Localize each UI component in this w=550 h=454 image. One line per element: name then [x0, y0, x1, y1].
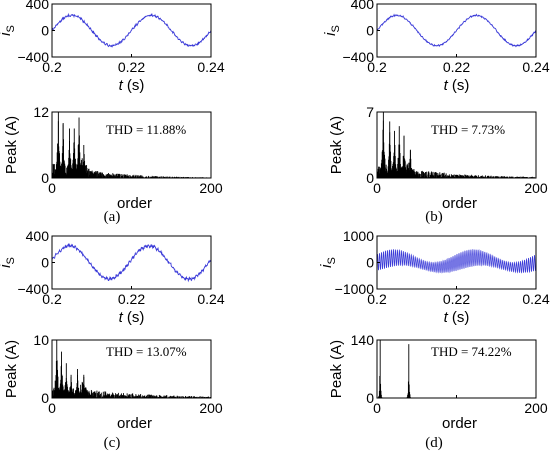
current-waveform-line — [376, 13, 537, 48]
x-tick-label: 200 — [199, 400, 223, 416]
y-tick-label: 0 — [41, 170, 49, 186]
y-tick-label: 0 — [41, 390, 49, 406]
current-waveform-line — [51, 242, 212, 283]
thd-annotation: THD = 74.22% — [431, 344, 512, 359]
y-tick-label: −400 — [17, 49, 49, 65]
y-tick-label: −1000 — [335, 281, 375, 297]
y-axis-label: iS — [0, 25, 17, 36]
x-tick-label: 0.22 — [118, 59, 145, 75]
x-tick-label: 0 — [48, 400, 56, 416]
x-tick-label: 200 — [524, 180, 548, 196]
y-axis-label: iS — [318, 257, 338, 268]
x-axis-label-unit: (s) — [448, 309, 470, 326]
harmonic-bars — [377, 112, 537, 178]
time-plot-panel-c: 0.2 0.22 0.24 400 0 −400 t (s) iS — [0, 228, 225, 326]
y-axis-label: Peak (A) — [3, 116, 20, 174]
x-axis-label: order — [117, 195, 152, 212]
x-tick-label: 0.24 — [522, 291, 549, 307]
x-tick-label: 0.24 — [522, 59, 549, 75]
panel-caption: (b) — [425, 209, 443, 225]
panel-caption: (c) — [104, 435, 121, 451]
spectrum-panel-b: 0 200 7 0 order Peak (A) THD = 7.73% — [328, 104, 548, 212]
y-tick-label: 10 — [33, 332, 49, 348]
y-tick-label: 0 — [366, 390, 374, 406]
y-axis-label-sub: S — [5, 25, 17, 32]
y-axis-label: Peak (A) — [328, 116, 345, 174]
x-axis-label-var: t — [444, 309, 449, 326]
y-tick-label: 1000 — [343, 228, 374, 244]
x-tick-label: 0 — [373, 180, 381, 196]
y-tick-label: 0 — [366, 255, 374, 271]
plot-frame — [51, 339, 212, 399]
x-tick-label: 200 — [524, 400, 548, 416]
panel-caption: (a) — [104, 209, 121, 225]
x-tick-label: 0.22 — [443, 291, 470, 307]
current-waveform-line — [51, 12, 212, 48]
y-tick-label: 7 — [366, 104, 374, 120]
x-tick-label: 0.24 — [197, 291, 224, 307]
y-tick-label: 0 — [366, 170, 374, 186]
y-tick-label: 0 — [41, 255, 49, 271]
y-tick-label: −400 — [17, 281, 49, 297]
x-axis-label: order — [442, 195, 477, 212]
plot-frame — [51, 111, 212, 179]
spectrum-panel-d: 0 200 140 0 order Peak (A) THD = 74.22% — [328, 332, 548, 432]
thd-annotation: THD = 13.07% — [106, 344, 187, 359]
y-axis-label-sub: S — [330, 25, 342, 32]
x-axis-label-var: t — [444, 77, 449, 94]
panel-caption: (d) — [425, 435, 443, 451]
x-axis-label: order — [117, 415, 152, 432]
x-tick-label: 0.22 — [118, 291, 145, 307]
x-tick-label: 200 — [199, 180, 223, 196]
x-tick-label: 0 — [48, 180, 56, 196]
y-tick-label: 12 — [33, 104, 49, 120]
thd-annotation: THD = 7.73% — [431, 122, 505, 137]
y-axis-label: iS — [0, 257, 17, 268]
x-tick-label: 0.2 — [367, 291, 387, 307]
x-tick-label: 0.22 — [443, 59, 470, 75]
plot-frame — [51, 235, 212, 290]
spectrum-panel-c: 0 200 10 0 order Peak (A) THD = 13.07% — [3, 332, 223, 432]
x-axis-label: t (s) — [444, 309, 470, 326]
y-tick-label: 400 — [26, 228, 50, 244]
y-axis-label: Peak (A) — [3, 340, 20, 398]
x-axis-label-var: t — [119, 309, 124, 326]
x-tick-label: 0 — [373, 400, 381, 416]
y-tick-label: 400 — [26, 0, 50, 12]
x-axis-label-var: t — [119, 77, 124, 94]
y-axis-label: iS — [322, 25, 342, 36]
current-waveform-line — [376, 248, 537, 274]
y-tick-label: −400 — [342, 49, 374, 65]
x-axis-label-unit: (s) — [123, 309, 145, 326]
thd-annotation: THD = 11.88% — [106, 122, 186, 137]
x-tick-label: 0.24 — [197, 59, 224, 75]
y-tick-label: 140 — [351, 332, 375, 348]
spectrum-panel-a: 0 200 12 0 order Peak (A) THD = 11.88% — [3, 104, 223, 212]
y-axis-label-main: i — [0, 32, 14, 36]
x-tick-label: 0.2 — [42, 59, 62, 75]
y-axis-label-sub: S — [5, 257, 17, 264]
time-plot-panel-d: 0.2 0.22 0.24 1000 0 −1000 t (s) iS — [318, 228, 550, 326]
x-axis-label-unit: (s) — [123, 77, 145, 94]
x-axis-label: t (s) — [444, 77, 470, 94]
x-tick-label: 0.2 — [367, 59, 387, 75]
y-axis-label: Peak (A) — [328, 340, 345, 398]
x-axis-label-unit: (s) — [448, 77, 470, 94]
y-axis-label-main: i — [0, 264, 14, 268]
time-plot-panel-b: 0.2 0.22 0.24 400 0 −400 t (s) iS — [322, 0, 550, 94]
y-axis-label-sub: S — [326, 257, 338, 264]
y-tick-label: 400 — [351, 0, 375, 12]
x-tick-label: 0.2 — [42, 291, 62, 307]
plot-frame — [376, 111, 537, 179]
time-plot-panel-a: 0.2 0.22 0.24 400 0 −400 t (s) iS — [0, 0, 225, 94]
x-axis-label: t (s) — [119, 309, 145, 326]
x-axis-label: order — [442, 415, 477, 432]
y-tick-label: 0 — [366, 23, 374, 39]
y-axis-label-main: i — [318, 264, 335, 268]
y-axis-label-main: i — [322, 32, 339, 36]
y-tick-label: 0 — [41, 23, 49, 39]
x-axis-label: t (s) — [119, 77, 145, 94]
